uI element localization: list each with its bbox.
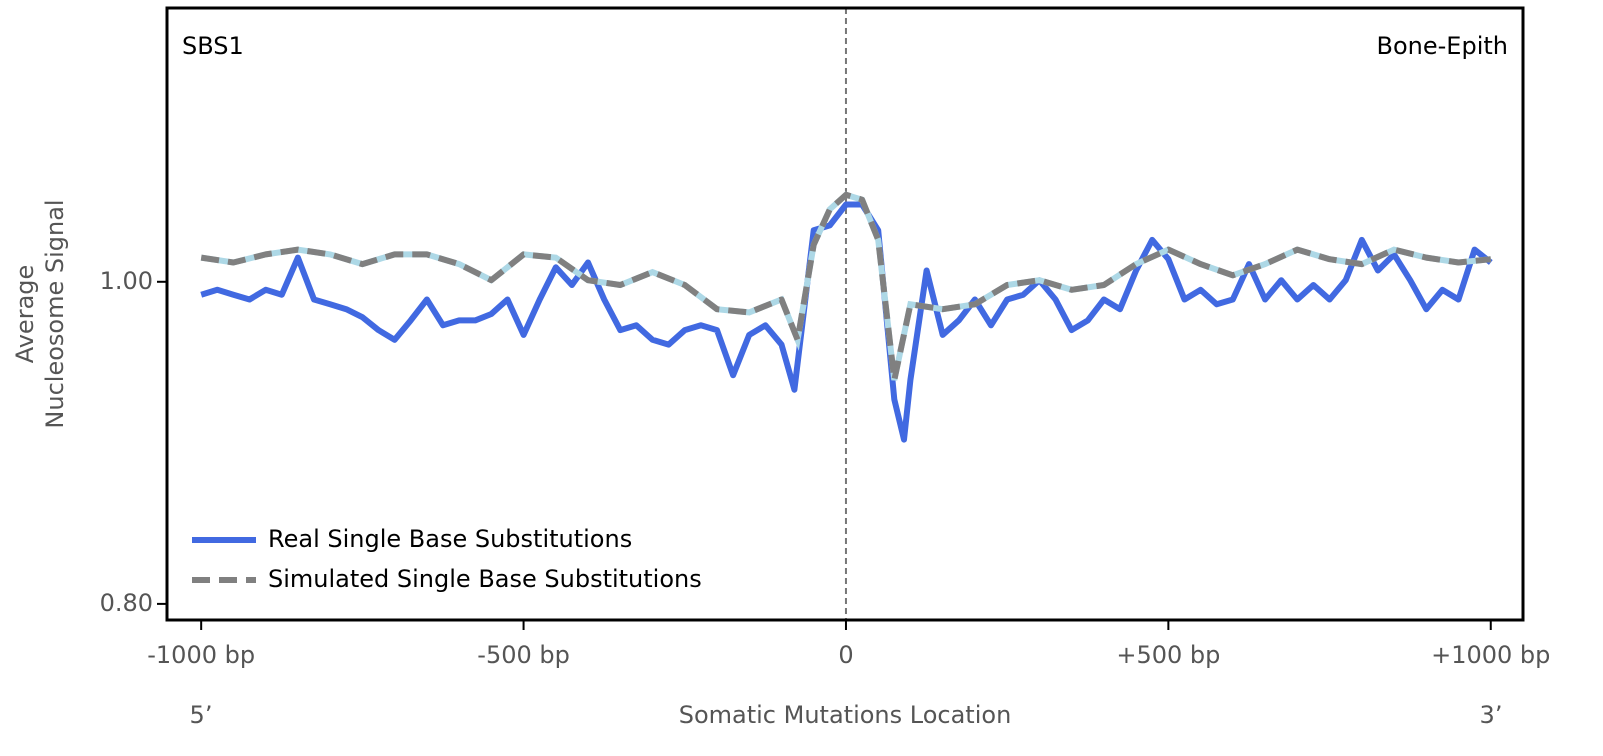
series-line <box>200 191 1492 383</box>
y-axis-label: Nucleosome Signal <box>41 199 69 428</box>
series-line <box>200 201 1493 443</box>
left-end-label: 5’ <box>190 701 213 729</box>
x-tick-label: -1000 bp <box>147 641 255 669</box>
x-axis-label: Somatic Mutations Location <box>679 701 1012 729</box>
y-tick-label: 1.00 <box>100 267 153 295</box>
y-axis-label: Average <box>11 265 39 364</box>
x-tick-label: +1000 bp <box>1431 641 1550 669</box>
x-tick-label: -500 bp <box>477 641 570 669</box>
y-tick-label: 0.80 <box>100 589 153 617</box>
x-tick-label: 0 <box>838 641 853 669</box>
legend-label: Simulated Single Base Substitutions <box>268 565 702 593</box>
plot-frame <box>165 6 1525 622</box>
x-tick-label: +500 bp <box>1116 641 1220 669</box>
signature-label: SBS1 <box>182 32 244 60</box>
legend-label: Real Single Base Substitutions <box>268 525 632 553</box>
tissue-label: Bone-Epith <box>1377 32 1508 60</box>
right-end-label: 3’ <box>1480 701 1503 729</box>
